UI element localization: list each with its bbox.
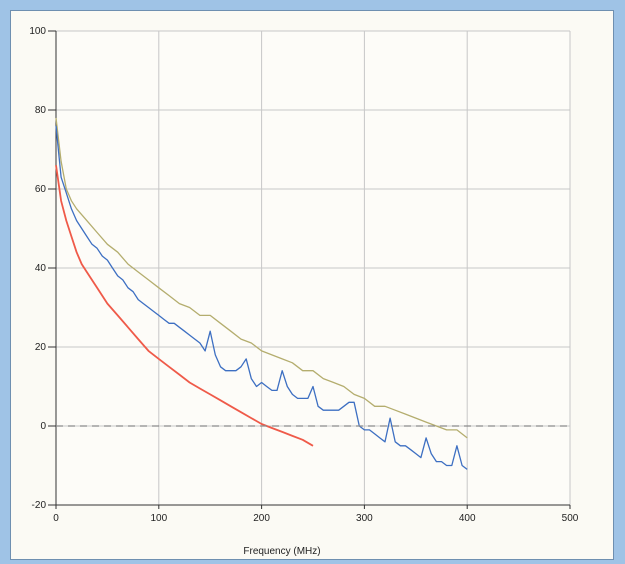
series-upper-line	[55, 117, 468, 439]
y-tick-label-40: 40	[35, 263, 47, 274]
series-measured-line	[55, 125, 468, 470]
y-tick-label-80: 80	[35, 105, 47, 116]
y-tick-label-60: 60	[35, 184, 47, 195]
x-tick-label-500: 500	[562, 513, 579, 524]
y-tick-label-0: 0	[40, 421, 46, 432]
x-tick-label-0: 0	[53, 513, 59, 524]
x-axis-label: Frequency (MHz)	[243, 546, 320, 557]
y-tick-label-20: 20	[35, 342, 47, 353]
tick-labels: 0 100 200 300 400 500 -20 0 20 40 60 80 100	[29, 26, 578, 524]
y-tick-label--20: -20	[32, 500, 47, 511]
x-tick-label-200: 200	[253, 513, 270, 524]
x-tick-label-400: 400	[459, 513, 476, 524]
x-tick-label-300: 300	[356, 513, 373, 524]
series-model-line	[55, 165, 314, 447]
x-tick-label-100: 100	[150, 513, 167, 524]
series-layer	[55, 117, 570, 470]
y-tick-label-100: 100	[29, 26, 46, 37]
